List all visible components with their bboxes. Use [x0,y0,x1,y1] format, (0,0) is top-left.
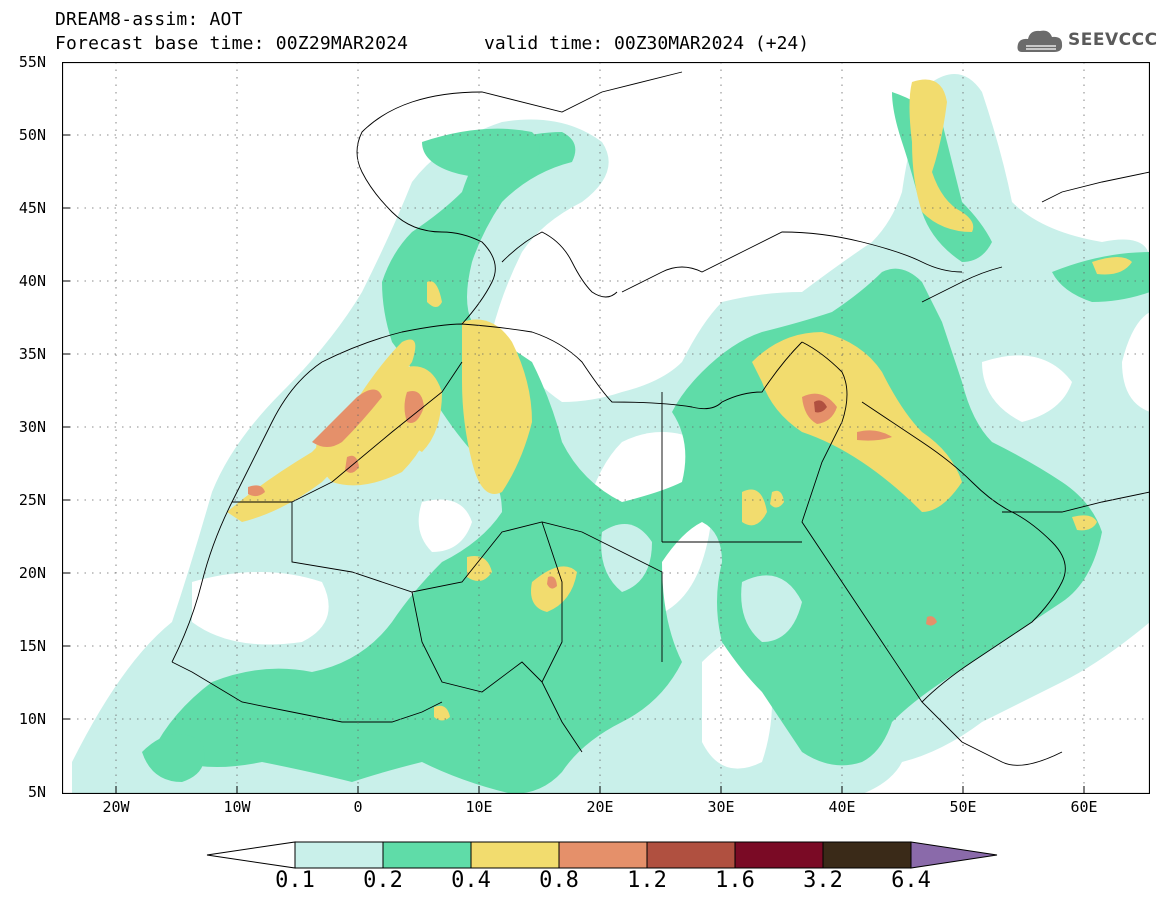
colorbar-label: 1.2 [627,868,667,893]
lon-label: 60E [1070,798,1098,816]
aot-map [62,62,1150,794]
lon-label: 20E [586,798,614,816]
lat-label: 5N [27,783,46,801]
lat-label: 50N [18,126,46,144]
lon-label: 10W [223,798,251,816]
colorbar-label: 6.4 [891,868,931,893]
lat-label: 35N [18,345,46,363]
lat-label: 25N [18,491,46,509]
lat-label: 40N [18,272,46,290]
colorbar-label: 0.4 [451,868,491,893]
colorbar-label: 1.6 [715,868,755,893]
map-title: DREAM8-assim: AOT [55,9,243,30]
lat-label: 55N [18,53,46,71]
lon-label: 0 [353,798,363,816]
colorbar-label: 3.2 [803,868,843,893]
lon-label: 10E [465,798,493,816]
lon-label: 50E [949,798,977,816]
forecast-base-time: Forecast base time: 00Z29MAR2024 [55,33,409,54]
lat-label: 30N [18,418,46,436]
lon-label: 20W [102,798,130,816]
valid-time: valid time: 00Z30MAR2024 (+24) [484,33,810,54]
lat-label: 15N [18,637,46,655]
colorbar-label: 0.2 [363,868,403,893]
lon-label: 40E [828,798,856,816]
colorbar-label: 0.8 [539,868,579,893]
logo-text: SEEVCCC [1068,30,1158,50]
lon-label: 30E [707,798,735,816]
lat-label: 10N [18,710,46,728]
lat-label: 45N [18,199,46,217]
lat-label: 20N [18,564,46,582]
colorbar [206,841,998,869]
colorbar-label: 0.1 [275,868,315,893]
cloud-logo-icon [1017,30,1063,52]
